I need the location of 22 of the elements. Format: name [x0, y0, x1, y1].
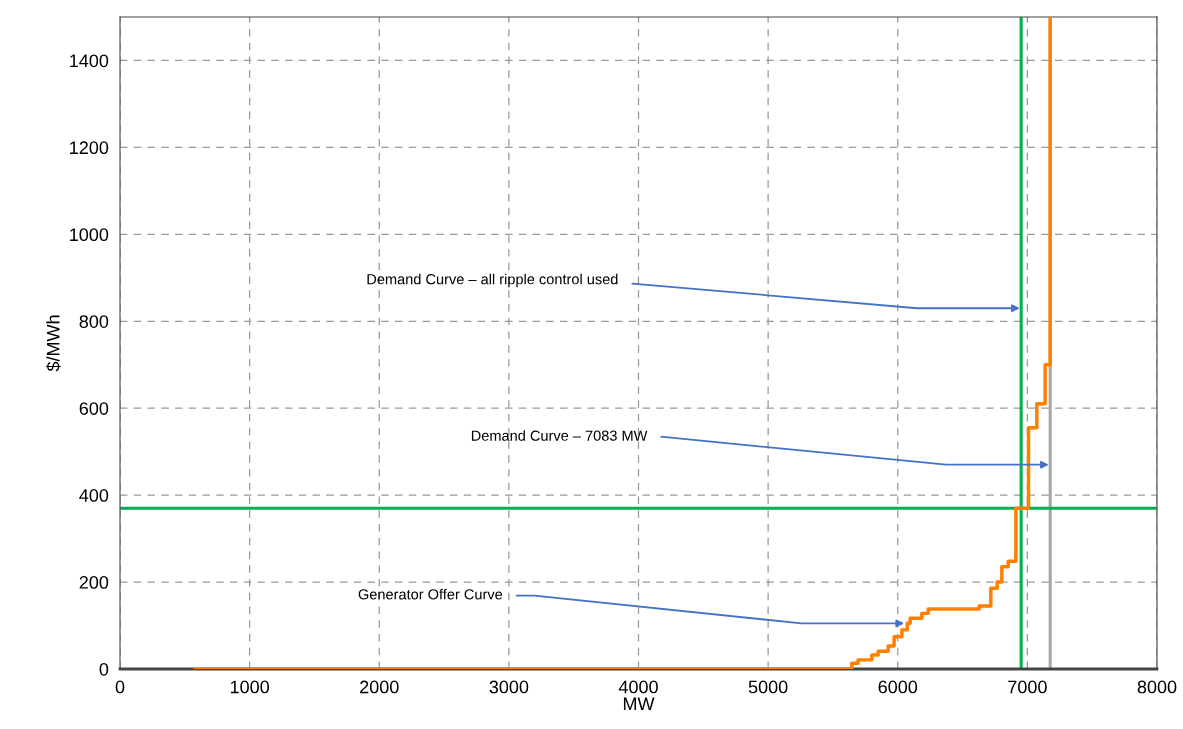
x-tick-label: 6000	[878, 680, 918, 694]
y-tick-label: 1000	[70, 228, 109, 242]
y-tick-label: 200	[79, 576, 109, 589]
y-tick-label: 1400	[70, 54, 109, 68]
x-axis-title: MW	[623, 697, 655, 711]
y-tick-label: 1200	[70, 141, 109, 155]
y-tick-label: 600	[79, 402, 109, 415]
annotation: Demand Curve – all ripple control used	[367, 273, 618, 288]
x-tick-label: 4000	[618, 680, 658, 694]
y-tick-label: 400	[79, 489, 109, 502]
y-tick-label: 0	[99, 662, 109, 676]
annotation: Demand Curve – 7083 MW	[471, 430, 648, 441]
y-axis-title: $/MWh	[46, 315, 61, 372]
annotation: Generator Offer Curve	[358, 588, 503, 600]
x-tick-label: 0	[115, 680, 125, 694]
x-tick-label: 1000	[230, 680, 269, 694]
x-tick-label: 3000	[489, 680, 529, 694]
x-tick-label: 7000	[1008, 680, 1047, 694]
y-tick-label: 800	[79, 315, 109, 328]
x-tick-label: 5000	[748, 680, 788, 694]
x-tick-label: 2000	[360, 680, 399, 694]
x-tick-label: 8000	[1137, 680, 1177, 694]
